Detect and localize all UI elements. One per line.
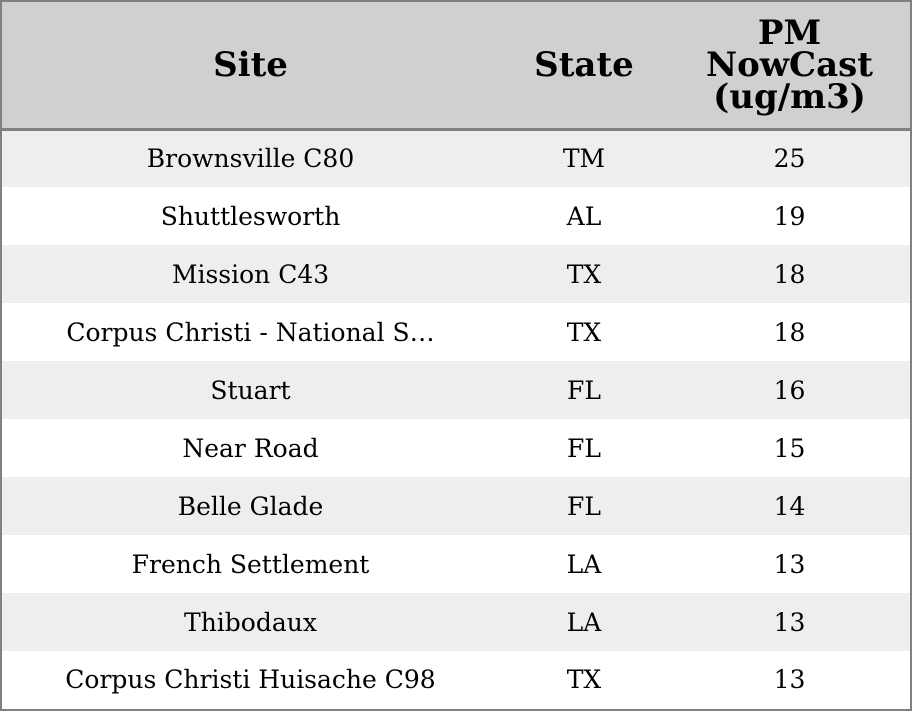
column-header-state: State (499, 2, 669, 131)
table-row: Corpus Christi Huisache C98 TX 13 (2, 651, 910, 707)
cell-pm-nowcast: 13 (773, 607, 806, 637)
cell-state: FL (567, 375, 601, 405)
cell-state: LA (566, 607, 602, 637)
cell-site: Corpus Christi - National S… (66, 317, 435, 347)
cell-state: TM (562, 144, 606, 174)
table-body: Brownsville C80 TM 25 Shuttlesworth AL 19 Miss… (2, 129, 910, 707)
cell-state: TX (566, 317, 602, 347)
table-row: French Settlement LA 13 (2, 535, 910, 593)
cell-site: Mission C43 (171, 259, 330, 289)
table-header-row: Site State PM NowCast (ug/m3) (2, 2, 910, 131)
cell-pm-nowcast: 18 (773, 317, 806, 347)
table-row: Thibodaux LA 13 (2, 593, 910, 651)
table-row: Corpus Christi - National S… TX 18 (2, 303, 910, 361)
cell-pm-nowcast: 19 (773, 201, 806, 231)
cell-pm-nowcast: 13 (773, 549, 806, 579)
cell-site: Brownsville C80 (146, 144, 355, 174)
cell-pm-nowcast: 25 (773, 144, 806, 174)
cell-state: TX (566, 664, 602, 694)
column-header-pm-nowcast: PM NowCast (ug/m3) (669, 2, 910, 131)
table-row: Shuttlesworth AL 19 (2, 187, 910, 245)
cell-state: TX (566, 259, 602, 289)
cell-pm-nowcast: 13 (773, 664, 806, 694)
table-row: Brownsville C80 TM 25 (2, 129, 910, 187)
cell-site: Shuttlesworth (160, 201, 341, 231)
cell-state: FL (567, 491, 601, 521)
cell-site: French Settlement (131, 549, 370, 579)
cell-state: LA (566, 549, 602, 579)
cell-state: AL (566, 201, 602, 231)
cell-state: FL (567, 433, 601, 463)
table-row: Belle Glade FL 14 (2, 477, 910, 535)
column-header-site: Site (2, 2, 499, 131)
cell-site: Corpus Christi Huisache C98 (65, 664, 436, 694)
cell-site: Near Road (182, 433, 319, 463)
cell-pm-nowcast: 18 (773, 259, 806, 289)
table-row: Near Road FL 15 (2, 419, 910, 477)
cell-pm-nowcast: 16 (773, 375, 806, 405)
cell-pm-nowcast: 14 (773, 491, 806, 521)
table-row: Mission C43 TX 18 (2, 245, 910, 303)
cell-site: Belle Glade (177, 491, 324, 521)
column-header-pm-nowcast-text: PM NowCast (ug/m3) (706, 12, 873, 117)
cell-site: Thibodaux (184, 607, 317, 637)
cell-pm-nowcast: 15 (773, 433, 806, 463)
cell-site: Stuart (210, 375, 291, 405)
table-row: Stuart FL 16 (2, 361, 910, 419)
